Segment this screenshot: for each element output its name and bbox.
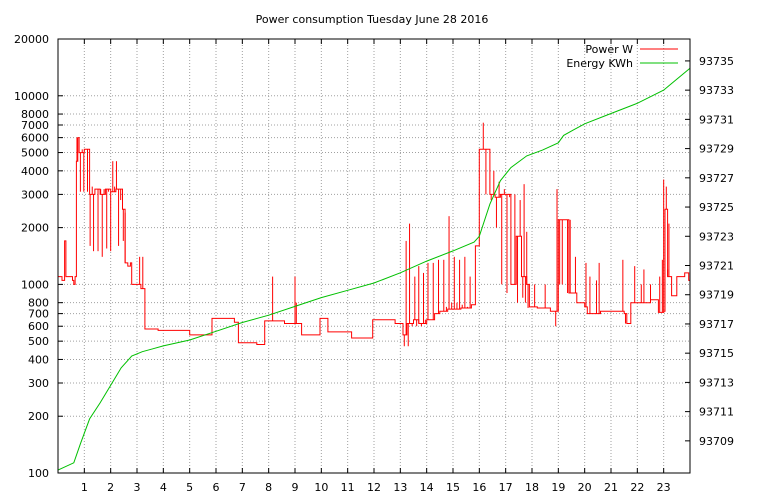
y-right-tick-label: 93715 <box>699 347 734 360</box>
y-right-tick-label: 93717 <box>699 318 734 331</box>
y-right-tick-label: 93723 <box>699 230 734 243</box>
x-tick-label: 5 <box>186 481 193 494</box>
x-tick-label: 15 <box>446 481 460 494</box>
x-tick-label: 18 <box>525 481 539 494</box>
y-left-tick-label: 200 <box>28 410 49 423</box>
y-left-tick-label: 6000 <box>21 132 49 145</box>
grid <box>58 39 690 473</box>
plot-frame <box>57 38 691 474</box>
y-left-tick-label: 1000 <box>21 278 49 291</box>
y-left-tick-label: 3000 <box>21 188 49 201</box>
legend: Power W Energy KWh <box>566 43 678 70</box>
x-tick-label: 19 <box>551 481 565 494</box>
y-left-tick-label: 600 <box>28 320 49 333</box>
x-tick-label: 20 <box>578 481 592 494</box>
y-left-tick-label: 2000 <box>21 222 49 235</box>
x-tick-label: 12 <box>367 481 381 494</box>
y-left-tick-label: 5000 <box>21 147 49 160</box>
y-left-tick-label: 7000 <box>21 119 49 132</box>
y-right-tick-label: 93733 <box>699 84 734 97</box>
x-tick-label: 16 <box>472 481 486 494</box>
x-tick-label: 8 <box>265 481 272 494</box>
y-right-tick-label: 93735 <box>699 55 734 68</box>
y-right-tick-label: 93731 <box>699 113 734 126</box>
y-right-tick-label: 93729 <box>699 143 734 156</box>
x-tick-label: 1 <box>81 481 88 494</box>
y-right-tick-label: 93719 <box>699 289 734 302</box>
y-left-tick-label: 800 <box>28 297 49 310</box>
y-left-tick-label: 10000 <box>14 90 49 103</box>
y-right-tick-label: 93721 <box>699 259 734 272</box>
y-left-tick-label: 700 <box>28 308 49 321</box>
y-right-axis-ticks: 93709 93711 93713 93715 93717 93719 93721 93723… <box>685 55 734 448</box>
x-tick-label: 17 <box>499 481 513 494</box>
x-tick-label: 13 <box>393 481 407 494</box>
series-energy-line <box>57 67 691 471</box>
x-tick-label: 7 <box>239 481 246 494</box>
y-right-tick-label: 93727 <box>699 172 734 185</box>
x-tick-label: 4 <box>160 481 167 494</box>
chart-title: Power consumption Tuesday June 28 2016 <box>256 13 489 26</box>
x-tick-label: 11 <box>341 481 355 494</box>
x-tick-label: 6 <box>213 481 220 494</box>
y-left-tick-label: 400 <box>28 353 49 366</box>
y-left-tick-label: 300 <box>28 377 49 390</box>
x-tick-label: 3 <box>134 481 141 494</box>
x-tick-label: 21 <box>604 481 618 494</box>
y-left-tick-label: 4000 <box>21 165 49 178</box>
legend-label-energy: Energy KWh <box>566 57 633 70</box>
legend-label-power: Power W <box>585 43 633 56</box>
y-right-tick-label: 93713 <box>699 376 734 389</box>
x-tick-label: 22 <box>630 481 644 494</box>
x-tick-label: 2 <box>107 481 114 494</box>
x-tick-label: 10 <box>314 481 328 494</box>
series-layer <box>57 67 691 471</box>
x-tick-label: 9 <box>292 481 299 494</box>
y-left-tick-label: 20000 <box>14 33 49 46</box>
y-right-tick-label: 93711 <box>699 406 734 419</box>
x-tick-label: 23 <box>657 481 671 494</box>
x-axis-ticks: 1 2 3 4 5 6 7 8 9 10 11 12 13 14 15 16 17 18 19 20 21 22 23 <box>81 39 671 494</box>
y-left-tick-label: 500 <box>28 335 49 348</box>
y-right-tick-label: 93725 <box>699 201 734 214</box>
x-tick-label: 14 <box>420 481 434 494</box>
y-left-tick-label: 8000 <box>21 108 49 121</box>
y-right-tick-label: 93709 <box>699 435 734 448</box>
y-left-tick-label: 100 <box>28 467 49 480</box>
